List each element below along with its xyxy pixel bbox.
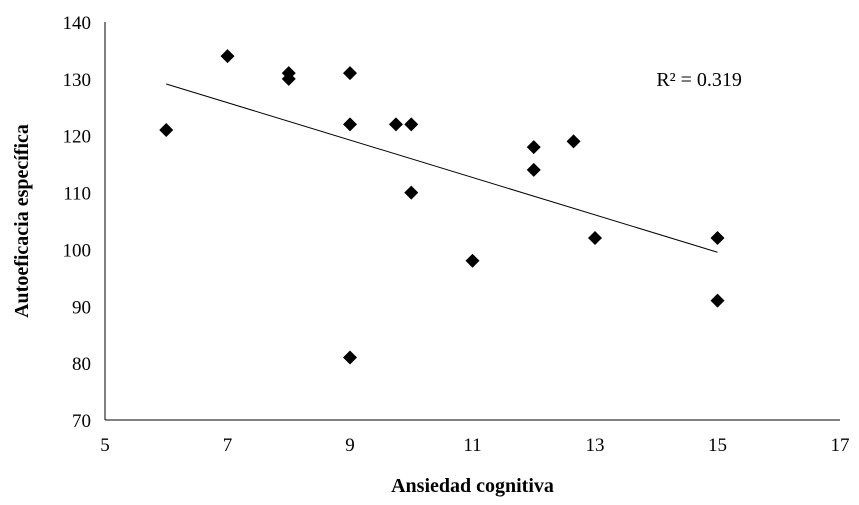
- y-tick-label: 90: [72, 297, 91, 318]
- x-tick-label: 5: [100, 435, 110, 456]
- y-tick-label: 70: [72, 411, 91, 432]
- x-tick-label: 13: [586, 435, 605, 456]
- y-tick-label: 120: [63, 127, 92, 148]
- y-tick-label: 140: [63, 13, 92, 34]
- x-tick-label: 11: [463, 435, 481, 456]
- data-points: [159, 49, 725, 365]
- x-tick-label: 17: [831, 435, 850, 456]
- r-squared-annotation: R² = 0.319: [656, 69, 742, 91]
- x-tick-label: 7: [223, 435, 233, 456]
- annotations: R² = 0.319: [656, 69, 742, 91]
- data-point: [526, 140, 541, 155]
- x-axis-title: Ansiedad cognitiva: [391, 475, 554, 497]
- data-point: [588, 231, 602, 246]
- data-point: [220, 49, 235, 64]
- data-point: [404, 117, 419, 132]
- data-point: [343, 350, 357, 365]
- data-point: [343, 117, 357, 132]
- y-axis-title: Autoeficacia específica: [11, 124, 33, 318]
- y-tick-label: 100: [63, 240, 92, 261]
- data-point: [281, 71, 296, 86]
- y-tick-label: 130: [63, 70, 92, 91]
- trendline-group: [166, 83, 718, 253]
- axes: [104, 22, 840, 421]
- data-point: [710, 231, 725, 246]
- trendline: [166, 83, 718, 253]
- data-point: [710, 293, 725, 308]
- tick-labels: 70 80 90 100 110 120 130 140 5 7 9 11 13 15 17: [63, 13, 850, 456]
- y-tick-label: 80: [72, 354, 91, 375]
- data-point: [159, 123, 174, 138]
- data-point: [404, 185, 419, 200]
- y-tick-label: 110: [63, 184, 91, 205]
- data-point: [388, 117, 403, 132]
- x-tick-label: 15: [708, 435, 727, 456]
- data-point: [526, 162, 541, 177]
- data-point: [566, 134, 581, 149]
- data-point: [465, 253, 480, 268]
- data-point: [343, 66, 357, 81]
- x-tick-label: 9: [345, 435, 355, 456]
